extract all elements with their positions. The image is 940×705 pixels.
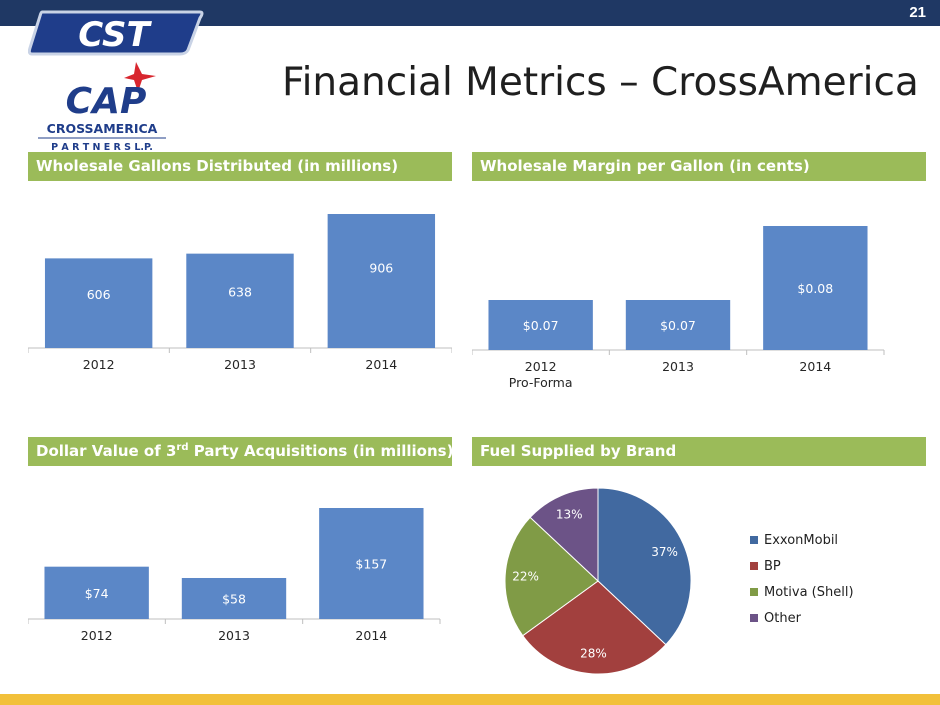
pie-slice-label: 22% [512, 569, 539, 583]
acquisitions-chart: $74 2012 $58 2013 $157 2014 [28, 508, 441, 643]
bar [44, 566, 149, 619]
legend-label: Other [764, 610, 801, 626]
legend-item: Motiva (Shell) [750, 579, 854, 605]
margin-header: Wholesale Margin per Gallon (in cents) [472, 152, 926, 181]
logo-graphics: CST CAP CROSSAMERICA P A R T N E R S L.P… [27, 10, 204, 153]
bar [181, 577, 287, 619]
bar-value-label: $0.07 [660, 318, 696, 333]
acquisitions-header-post: Party Acquisitions (in millions) [188, 442, 454, 460]
pie-slice-label: 37% [651, 545, 678, 559]
legend-item: ExxonMobil [750, 527, 854, 553]
pie-slice [504, 516, 599, 637]
pie-slice-label: 28% [580, 646, 607, 660]
legend-swatch [750, 614, 758, 622]
legend-swatch [750, 536, 758, 544]
legend-label: ExxonMobil [764, 532, 839, 548]
bar-value-label: $0.08 [797, 281, 833, 296]
bar [186, 253, 294, 348]
crossamerica-name: CROSSAMERICA [47, 121, 158, 136]
acquisitions-header: Dollar Value of 3rd Party Acquisitions (… [28, 437, 454, 466]
pie-slice-label: 13% [556, 507, 583, 521]
legend-label: Motiva (Shell) [764, 584, 854, 600]
bar-value-label: 638 [228, 284, 252, 299]
bar [488, 300, 593, 350]
bar-category-sublabel: Pro-Forma [509, 375, 573, 390]
acquisitions-header-sup: rd [176, 442, 189, 453]
bar-category-label: 2014 [365, 357, 397, 372]
bar-category-label: 2014 [355, 628, 387, 643]
cap-logo-text: CAP [66, 81, 147, 122]
pie-slice [529, 487, 599, 583]
pie-slice [597, 487, 692, 646]
legend-item: Other [750, 605, 854, 631]
bottom-bar [0, 694, 940, 705]
bar-category-label: 2013 [662, 359, 694, 374]
bar [327, 214, 436, 348]
page-title: Financial Metrics – CrossAmerica [282, 60, 919, 105]
fuel-legend: ExxonMobil BP Motiva (Shell) Other [750, 527, 854, 631]
bar [44, 258, 153, 348]
partners-lp-text: P A R T N E R S L.P. [51, 142, 153, 153]
cst-logo: CST [27, 10, 204, 56]
bar [319, 508, 424, 619]
gallons-chart: 606 2012 638 2013 906 2014 [28, 214, 452, 372]
bar-value-label: 906 [369, 261, 393, 276]
logo-group: CST CAP CROSSAMERICA P A R T N E R S L.P… [27, 8, 228, 158]
cap-logo: CAP CROSSAMERICA P A R T N E R S L.P. [38, 62, 166, 153]
bar-category-label: 2012 [81, 628, 113, 643]
bar-category-label: 2013 [218, 628, 250, 643]
gallons-header: Wholesale Gallons Distributed (in millio… [28, 152, 452, 181]
bar-category-label: 2012 [83, 357, 115, 372]
legend-swatch [750, 588, 758, 596]
bar-value-label: $0.07 [523, 318, 559, 333]
bar-category-label: 2013 [224, 357, 256, 372]
bar-value-label: $157 [355, 557, 387, 572]
pie-slice [522, 580, 667, 675]
legend-label: BP [764, 558, 781, 574]
legend-item: BP [750, 553, 854, 579]
acquisitions-header-pre: Dollar Value of 3 [36, 442, 177, 460]
fuel-pie-chart: 37% 28% 22% 13% [504, 487, 692, 675]
bar-category-label: 2012 [525, 359, 557, 374]
bar-category-label: 2014 [799, 359, 831, 374]
bar [625, 300, 731, 350]
bar-value-label: $58 [222, 591, 246, 606]
legend-swatch [750, 562, 758, 570]
bar-value-label: $74 [85, 586, 109, 601]
bar-value-label: 606 [87, 287, 111, 302]
cst-logo-text: CST [78, 15, 152, 55]
bar [763, 226, 868, 350]
fuel-header: Fuel Supplied by Brand [472, 437, 926, 466]
page-number: 21 [909, 4, 926, 21]
